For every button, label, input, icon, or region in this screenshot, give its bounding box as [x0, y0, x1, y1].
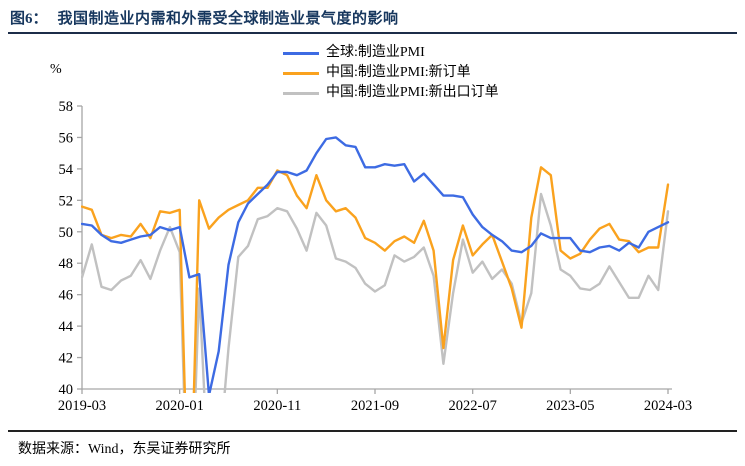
y-tick-label: 46 — [59, 288, 74, 304]
legend-item-0: 全球:制造业PMI — [283, 43, 499, 63]
figure-title: 我国制造业内需和外需受全球制造业景气度的影响 — [57, 11, 399, 27]
x-tick-label: 2021-09 — [351, 398, 399, 414]
legend-item-1: 中国:制造业PMI:新订单 — [283, 63, 499, 83]
chart-legend: 全球:制造业PMI 中国:制造业PMI:新订单中国:制造业PMI:新出口订单 — [283, 43, 499, 103]
data-source-label: 数据来源：Wind，东吴证券研究所 — [18, 442, 231, 457]
legend-label: 中国:制造业PMI:新出口订单 — [326, 85, 499, 100]
y-tick-label: 50 — [59, 225, 74, 241]
x-tick-label: 2022-07 — [448, 398, 496, 414]
legend-label: 全球:制造业PMI — [326, 45, 425, 60]
y-tick-label: 40 — [59, 382, 74, 398]
series-line-2 — [81, 192, 670, 393]
legend-label: 中国:制造业PMI:新订单 — [326, 65, 471, 80]
series-line-1 — [81, 166, 670, 393]
series-line-0 — [81, 136, 670, 393]
legend-line-swatch — [283, 91, 319, 95]
legend-line-swatch — [283, 51, 319, 55]
y-tick-label: 58 — [59, 99, 74, 115]
x-tick-label: 2024-03 — [644, 398, 692, 414]
y-tick-label: 44 — [59, 319, 74, 335]
y-tick-label: 52 — [59, 193, 74, 209]
y-tick-label: 54 — [59, 162, 74, 178]
x-tick-label: 2023-05 — [546, 398, 594, 414]
y-tick-label: 42 — [59, 351, 74, 367]
figure-footer: 数据来源：Wind，东吴证券研究所 — [18, 438, 231, 458]
figure-header: 图6： 我国制造业内需和外需受全球制造业景气度的影响 — [10, 7, 735, 28]
figure-number: 图6： — [10, 11, 48, 27]
x-tick-label: 2020-11 — [253, 398, 301, 414]
y-tick-label: 48 — [59, 256, 74, 272]
header-divider — [8, 32, 737, 34]
footer-divider — [8, 430, 737, 432]
x-tick-label: 2020-01 — [155, 398, 203, 414]
y-axis-unit-label: % — [50, 62, 62, 77]
legend-item-2: 中国:制造业PMI:新出口订单 — [283, 83, 499, 103]
x-tick-label: 2019-03 — [58, 398, 106, 414]
legend-line-swatch — [283, 71, 319, 75]
y-tick-label: 56 — [59, 130, 74, 146]
